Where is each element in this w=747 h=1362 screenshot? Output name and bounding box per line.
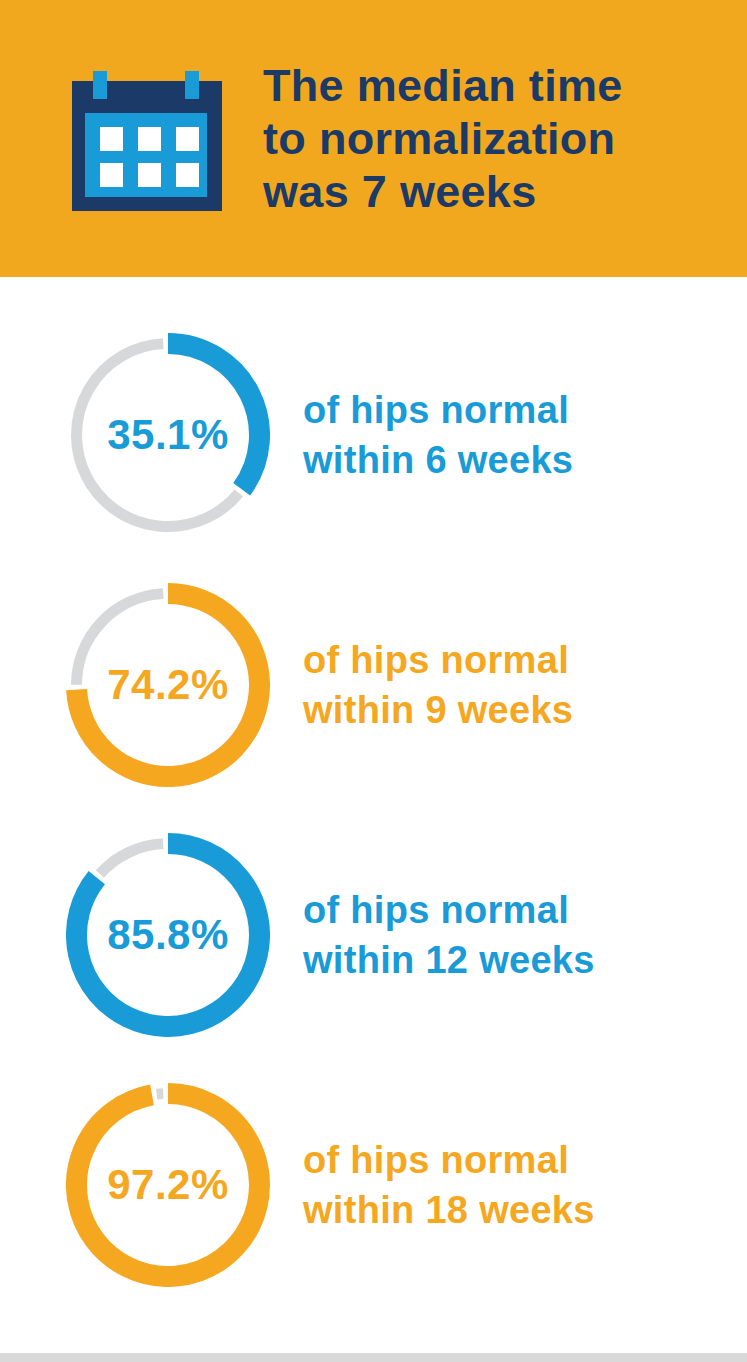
footer-bar <box>0 1353 747 1362</box>
calendar-cell <box>176 127 199 151</box>
ring-caption: of hips normal within 12 weeks <box>303 885 595 985</box>
donut-percent: 85.8% <box>66 833 270 1037</box>
caption-line: within 9 weeks <box>303 685 573 735</box>
caption-line: within 6 weeks <box>303 435 573 485</box>
title-line: was 7 weeks <box>263 165 623 218</box>
donut-percent: 74.2% <box>66 583 270 787</box>
ring-row-9-weeks: 74.2% of hips normal within 9 weeks <box>0 560 747 810</box>
ring-caption: of hips normal within 9 weeks <box>303 635 573 735</box>
caption-line: of hips normal <box>303 635 573 685</box>
calendar-cell <box>100 127 123 151</box>
calendar-cell <box>100 163 123 187</box>
rings-list: 35.1% of hips normal within 6 weeks 74.2… <box>0 277 747 1310</box>
ring-row-6-weeks: 35.1% of hips normal within 6 weeks <box>0 310 747 560</box>
ring-caption: of hips normal within 18 weeks <box>303 1135 595 1235</box>
calendar-icon <box>72 71 222 212</box>
page-title: The median time to normalization was 7 w… <box>263 59 623 218</box>
donut-chart: 35.1% <box>66 333 270 537</box>
donut-percent: 35.1% <box>66 333 270 537</box>
caption-line: within 18 weeks <box>303 1185 595 1235</box>
calendar-cell <box>138 127 161 151</box>
caption-line: of hips normal <box>303 1135 595 1185</box>
calendar-tab-left <box>93 71 107 99</box>
donut-chart: 85.8% <box>66 833 270 1037</box>
title-line: to normalization <box>263 112 623 165</box>
donut-chart: 74.2% <box>66 583 270 787</box>
ring-row-12-weeks: 85.8% of hips normal within 12 weeks <box>0 810 747 1060</box>
donut-percent: 97.2% <box>66 1083 270 1287</box>
infographic-page: The median time to normalization was 7 w… <box>0 0 747 1362</box>
ring-row-18-weeks: 97.2% of hips normal within 18 weeks <box>0 1060 747 1310</box>
calendar-tab-right <box>185 71 199 99</box>
calendar-cell <box>138 163 161 187</box>
caption-line: of hips normal <box>303 385 573 435</box>
donut-chart: 97.2% <box>66 1083 270 1287</box>
caption-line: within 12 weeks <box>303 935 595 985</box>
title-line: The median time <box>263 59 623 112</box>
ring-caption: of hips normal within 6 weeks <box>303 385 573 485</box>
caption-line: of hips normal <box>303 885 595 935</box>
calendar-cell <box>176 163 199 187</box>
header: The median time to normalization was 7 w… <box>0 0 747 277</box>
